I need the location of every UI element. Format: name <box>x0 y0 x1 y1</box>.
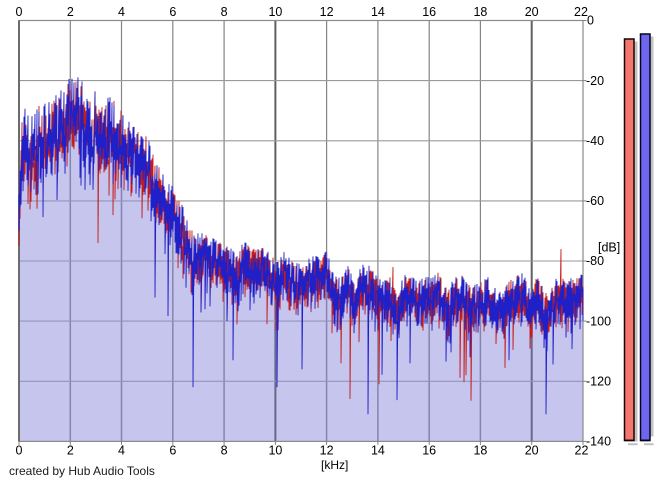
svg-text:12: 12 <box>320 5 334 19</box>
svg-text:14: 14 <box>371 5 385 19</box>
svg-text:6: 6 <box>169 444 176 458</box>
svg-text:12: 12 <box>320 444 334 458</box>
svg-text:6: 6 <box>169 5 176 19</box>
svg-text:[dB]: [dB] <box>598 241 620 255</box>
svg-text:20: 20 <box>525 5 539 19</box>
svg-text:0: 0 <box>587 14 594 28</box>
svg-text:20: 20 <box>525 444 539 458</box>
svg-text:-140: -140 <box>586 435 611 449</box>
svg-text:10: 10 <box>268 444 282 458</box>
svg-text:0: 0 <box>16 5 23 19</box>
svg-text:-120: -120 <box>586 375 611 389</box>
svg-text:2: 2 <box>67 444 74 458</box>
svg-text:-80: -80 <box>586 254 604 268</box>
svg-text:10: 10 <box>268 5 282 19</box>
svg-text:4: 4 <box>118 5 125 19</box>
svg-text:14: 14 <box>371 444 385 458</box>
svg-text:0: 0 <box>16 444 23 458</box>
svg-text:18: 18 <box>473 444 487 458</box>
svg-text:16: 16 <box>422 5 436 19</box>
svg-text:8: 8 <box>221 444 228 458</box>
svg-text:-60: -60 <box>586 194 604 208</box>
svg-text:-20: -20 <box>586 74 604 88</box>
svg-text:22: 22 <box>574 5 588 19</box>
svg-text:22: 22 <box>575 444 589 458</box>
svg-text:18: 18 <box>473 5 487 19</box>
svg-text:[kHz]: [kHz] <box>321 458 348 472</box>
svg-text:-100: -100 <box>586 314 611 328</box>
svg-text:2: 2 <box>67 5 74 19</box>
svg-text:16: 16 <box>422 444 436 458</box>
svg-text:created by Hub Audio Tools: created by Hub Audio Tools <box>9 464 155 478</box>
svg-text:4: 4 <box>118 444 125 458</box>
svg-text:8: 8 <box>221 5 228 19</box>
svg-text:-40: -40 <box>586 134 604 148</box>
